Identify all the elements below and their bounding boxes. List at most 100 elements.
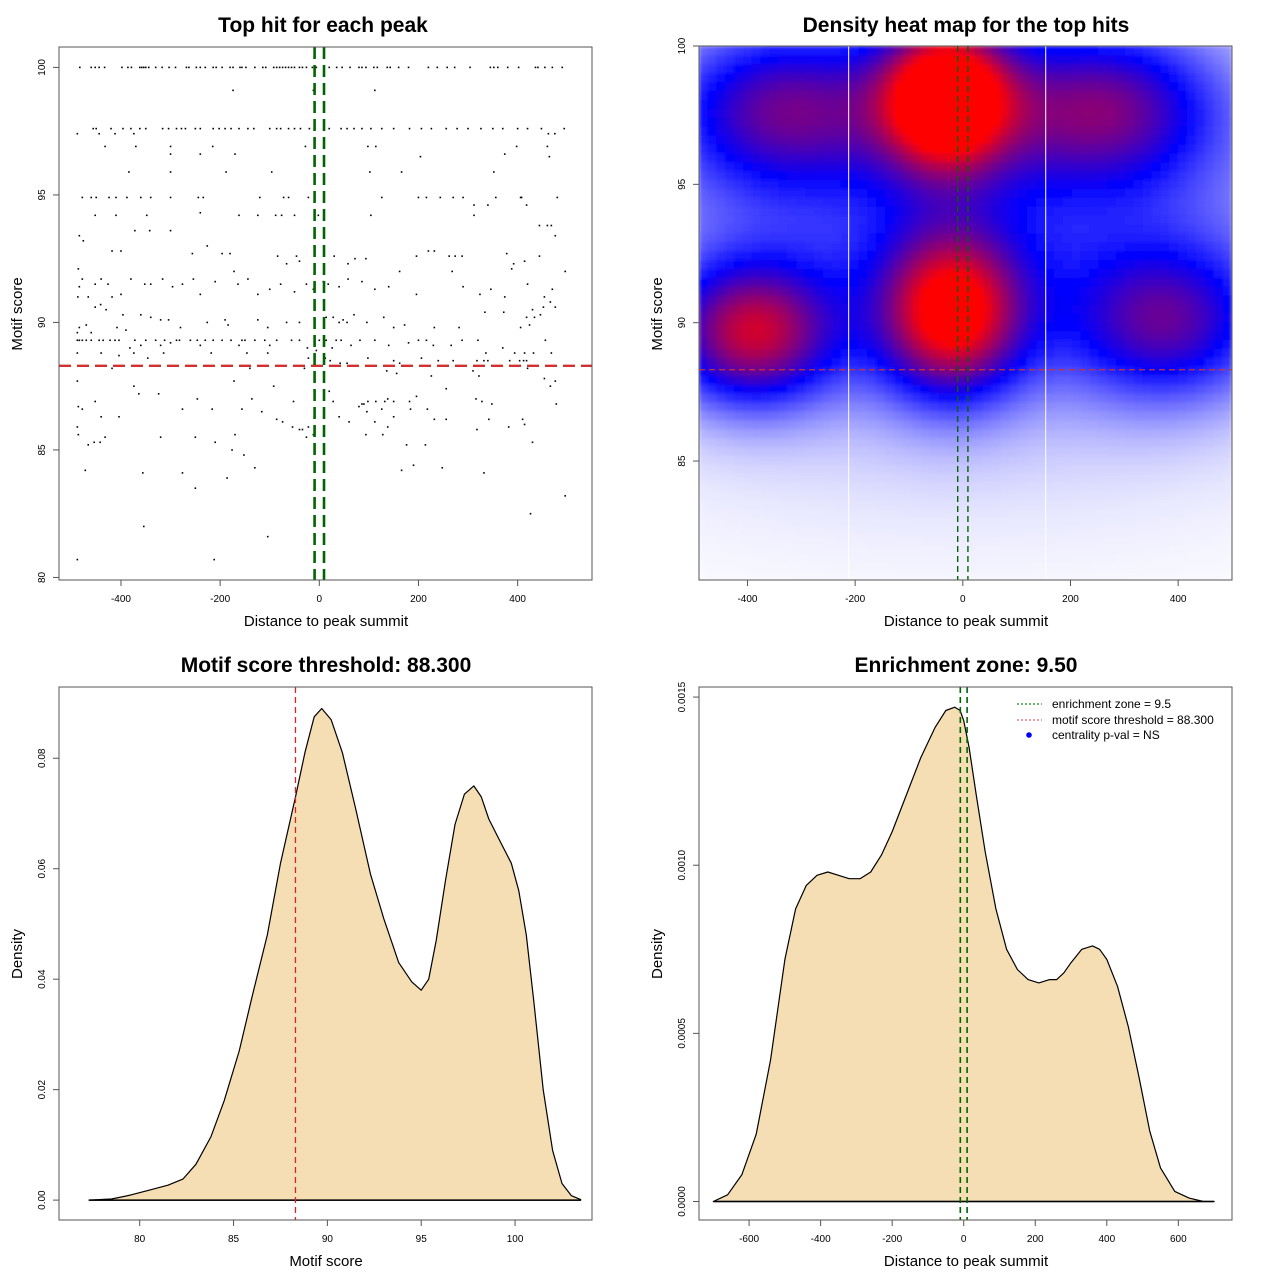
heatmap-cell xyxy=(1187,179,1197,189)
heatmap-cell xyxy=(1169,46,1180,56)
heatmap-cell xyxy=(902,374,913,385)
heatmap-cell xyxy=(956,454,966,465)
heatmap-cell xyxy=(1098,472,1109,483)
heatmap-cell xyxy=(991,161,1002,172)
heatmap-cell xyxy=(876,508,887,519)
heatmap-cell xyxy=(1044,339,1055,350)
data-point xyxy=(533,316,536,319)
heatmap-cell xyxy=(858,312,869,323)
data-point xyxy=(161,127,164,130)
heatmap-cell xyxy=(1062,196,1073,207)
heatmap-cell xyxy=(716,214,727,225)
heatmap-cell xyxy=(1000,232,1011,243)
data-point xyxy=(437,359,440,362)
heatmap-cell xyxy=(1098,490,1109,501)
reference-lines xyxy=(959,687,968,1220)
heatmap-cell xyxy=(902,134,913,145)
heatmap-cell xyxy=(849,134,860,145)
data-point xyxy=(386,398,389,400)
heatmap-cell xyxy=(805,535,815,545)
heatmap-cell xyxy=(858,339,869,350)
heatmap-cell xyxy=(867,276,878,287)
heatmap-cell xyxy=(1160,365,1171,376)
heatmap-cell xyxy=(840,107,851,118)
heatmap-cell xyxy=(1169,437,1180,447)
heatmap-cell xyxy=(1036,107,1046,118)
heatmap-cell xyxy=(813,339,824,350)
heatmap-cell xyxy=(858,437,869,447)
heatmap-cell xyxy=(751,72,762,83)
heatmap-cell xyxy=(778,383,789,394)
reference-lines xyxy=(699,46,1232,580)
heatmap-cell xyxy=(1036,401,1046,412)
heatmap-cell xyxy=(699,72,709,83)
heatmap-cell xyxy=(1151,232,1162,243)
heatmap-cell xyxy=(1107,490,1118,501)
heatmap-cell xyxy=(1053,365,1064,376)
heatmap-cell xyxy=(849,205,860,216)
heatmap-cell xyxy=(885,410,895,421)
heatmap-cell xyxy=(805,321,815,332)
heatmap-cell xyxy=(1080,205,1091,216)
heatmap-cell xyxy=(725,526,736,536)
data-point xyxy=(376,66,379,69)
heatmap-cell xyxy=(973,205,984,216)
heatmap-cell xyxy=(1098,392,1109,403)
heatmap-cell xyxy=(1187,250,1197,261)
heatmap-cell xyxy=(1036,161,1046,172)
heatmap-cell xyxy=(1053,179,1064,189)
heatmap-cell xyxy=(796,508,807,519)
heatmap-cell xyxy=(876,312,887,323)
heatmap-cell xyxy=(1098,170,1109,180)
heatmap-cell xyxy=(778,116,789,127)
data-point xyxy=(100,415,102,418)
heatmap-cell xyxy=(778,321,789,332)
heatmap-cell xyxy=(1151,543,1162,554)
heatmap-cell xyxy=(1133,552,1144,563)
heatmap-cell xyxy=(1071,250,1082,261)
data-point xyxy=(224,319,226,321)
heatmap-cell xyxy=(725,383,736,394)
heatmap-cell xyxy=(1213,232,1224,243)
heatmap-cell xyxy=(938,276,949,287)
data-point xyxy=(95,196,97,199)
heatmap-cell xyxy=(1107,143,1118,154)
heatmap-cell xyxy=(1000,223,1011,234)
heatmap-cell xyxy=(893,303,904,314)
heatmap-cell xyxy=(760,561,771,572)
heatmap-cell xyxy=(1142,321,1153,332)
heatmap-cell xyxy=(734,259,744,269)
heatmap-cell xyxy=(1116,454,1126,465)
heatmap-cell xyxy=(982,472,993,483)
heatmap-cell xyxy=(1107,223,1118,234)
heatmap-cell xyxy=(813,232,824,243)
heatmap-cell xyxy=(1187,401,1197,412)
heatmap-cell xyxy=(965,392,975,403)
heatmap-cell xyxy=(1195,268,1206,278)
heatmap-cell xyxy=(769,134,780,145)
heatmap-cell xyxy=(822,116,833,127)
heatmap-cell xyxy=(796,125,807,136)
heatmap-cell xyxy=(1151,143,1162,154)
heatmap-cell xyxy=(1195,321,1206,332)
heatmap-cell xyxy=(1000,250,1011,261)
heatmap-cell xyxy=(1187,98,1197,109)
heatmap-cell xyxy=(1000,170,1011,180)
data-point xyxy=(472,370,474,372)
heatmap-cell xyxy=(1044,543,1055,554)
heatmap-cell xyxy=(796,357,807,367)
heatmap-cell xyxy=(965,250,975,261)
heatmap-cell xyxy=(1178,205,1189,216)
heatmap-cell xyxy=(885,116,895,127)
heatmap-cell xyxy=(760,161,771,172)
data-point xyxy=(214,280,216,283)
heatmap-cell xyxy=(991,357,1002,367)
heatmap-cell xyxy=(813,294,824,305)
heatmap-cell xyxy=(707,472,718,483)
heatmap-cell xyxy=(893,312,904,323)
data-point xyxy=(169,196,172,199)
heatmap-cell xyxy=(849,392,860,403)
heatmap-cell xyxy=(1222,187,1232,198)
heatmap-cell xyxy=(742,116,753,127)
data-point xyxy=(473,204,475,206)
